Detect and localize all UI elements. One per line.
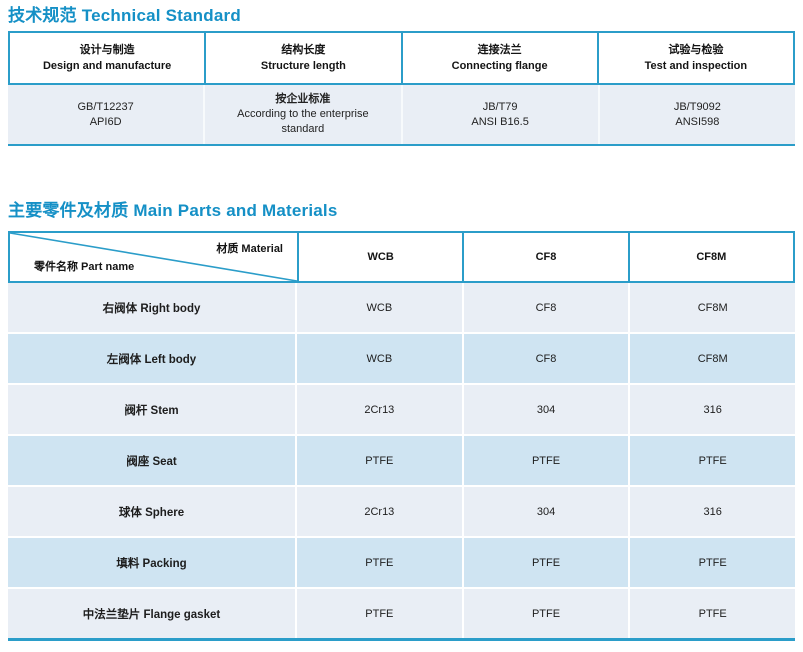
material-value-cell: CF8M	[630, 283, 796, 332]
material-value-cell: CF8	[463, 283, 631, 332]
header-cell-design-manufacture: 设计与制造 Design and manufacture	[10, 33, 207, 83]
value-line: ANSI598	[675, 115, 720, 128]
header-en: Connecting flange	[451, 60, 548, 72]
material-value-cell: PTFE	[630, 436, 796, 485]
material-value-cell: 304	[463, 385, 631, 434]
material-value-cell: PTFE	[463, 538, 631, 587]
part-name-cell: 左阀体 Left body	[8, 334, 297, 383]
header-zh: 设计与制造	[79, 43, 135, 56]
technical-standard-table: 设计与制造 Design and manufacture 结构长度 Struct…	[8, 31, 795, 146]
header-en: Design and manufacture	[42, 60, 172, 72]
technical-standard-data-row: GB/T12237 API6D 按企业标准 According to the e…	[8, 85, 795, 146]
header-zh: 试验与检验	[668, 43, 724, 56]
header-cell-structure-length: 结构长度 Structure length	[206, 33, 403, 83]
diagonal-corner-cell: 材质 Material 零件名称 Part name	[10, 233, 299, 281]
value-line: ANSI B16.5	[471, 115, 529, 128]
part-name-cell: 阀杆 Stem	[8, 385, 297, 434]
value-line: According to the enterprise standard	[237, 108, 369, 135]
material-value-cell: 304	[463, 487, 631, 536]
main-parts-body: 右阀体 Right body WCB CF8 CF8M 左阀体 Left body WCB…	[8, 283, 796, 641]
part-name-cell: 球体 Sphere	[8, 487, 297, 536]
material-value-cell: 2Cr13	[297, 385, 464, 434]
section-title-zh: 技术规范	[8, 6, 77, 25]
section-title-technical-standard: 技术规范 Technical Standard	[8, 1, 241, 26]
table-row: 阀杆 Stem 2Cr13 304 316	[8, 385, 796, 434]
material-value-cell: CF8M	[630, 334, 796, 383]
value-cell-connecting-flange: JB/T79 ANSI B16.5	[403, 85, 600, 144]
technical-standard-header-row: 设计与制造 Design and manufacture 结构长度 Struct…	[8, 31, 795, 85]
table-row: 填料 Packing PTFE PTFE PTFE	[8, 538, 796, 587]
section-title-zh: 主要零件及材质	[8, 201, 129, 220]
section-title-en: Technical Standard	[81, 6, 241, 25]
material-value-cell: PTFE	[297, 436, 464, 485]
value-line: 按企业标准	[275, 93, 331, 106]
table-row: 右阀体 Right body WCB CF8 CF8M	[8, 283, 796, 332]
material-value-cell: PTFE	[297, 538, 464, 587]
main-parts-header-row: 材质 Material 零件名称 Part name WCB CF8 CF8M	[8, 231, 795, 283]
value-line: JB/T9092	[673, 100, 721, 113]
header-cell-connecting-flange: 连接法兰 Connecting flange	[403, 33, 599, 83]
material-column-header-wcb: WCB	[299, 233, 465, 281]
header-en: Test and inspection	[644, 60, 748, 72]
material-value-cell: PTFE	[463, 436, 631, 485]
material-value-cell: 2Cr13	[297, 487, 464, 536]
value-line: API6D	[89, 115, 122, 128]
corner-label-material: 材质 Material	[216, 243, 283, 255]
material-value-cell: PTFE	[630, 589, 796, 638]
material-value-cell: CF8	[463, 334, 631, 383]
section-title-en: Main Parts and Materials	[133, 201, 338, 220]
value-line: GB/T12237	[77, 100, 134, 113]
material-value-cell: PTFE	[463, 589, 631, 638]
diagonal-divider-line	[10, 233, 297, 281]
material-value-cell: WCB	[297, 283, 464, 332]
material-value-cell: 316	[630, 385, 796, 434]
material-value-cell: PTFE	[297, 589, 464, 638]
material-value-cell: WCB	[297, 334, 464, 383]
material-column-header-cf8m: CF8M	[696, 251, 727, 263]
part-name-cell: 右阀体 Right body	[8, 283, 297, 332]
part-name-cell: 填料 Packing	[8, 538, 297, 587]
value-cell-design-manufacture: GB/T12237 API6D	[8, 85, 206, 144]
material-column-header-cf8: CF8	[464, 233, 630, 281]
part-name-cell: 中法兰垫片 Flange gasket	[8, 589, 297, 638]
section-title-main-parts: 主要零件及材质 Main Parts and Materials	[8, 196, 338, 221]
table-row: 阀座 Seat PTFE PTFE PTFE	[8, 436, 796, 485]
corner-label-part-name: 零件名称 Part name	[34, 261, 135, 273]
header-zh: 结构长度	[281, 43, 326, 56]
table-row: 左阀体 Left body WCB CF8 CF8M	[8, 334, 796, 383]
table-row: 球体 Sphere 2Cr13 304 316	[8, 487, 796, 536]
value-cell-test-inspection: JB/T9092 ANSI598	[600, 85, 795, 144]
material-value-cell: 316	[630, 487, 796, 536]
part-name-cell: 阀座 Seat	[8, 436, 297, 485]
value-cell-structure-length: 按企业标准 According to the enterprise standa…	[205, 85, 403, 144]
header-cell-test-inspection: 试验与检验 Test and inspection	[599, 33, 793, 83]
header-en: Structure length	[260, 60, 346, 72]
header-zh: 连接法兰	[477, 43, 522, 56]
value-line: JB/T79	[482, 100, 518, 113]
table-row: 中法兰垫片 Flange gasket PTFE PTFE PTFE	[8, 589, 796, 638]
main-parts-table: 材质 Material 零件名称 Part name WCB CF8 CF8M …	[8, 231, 796, 641]
material-value-cell: PTFE	[630, 538, 796, 587]
